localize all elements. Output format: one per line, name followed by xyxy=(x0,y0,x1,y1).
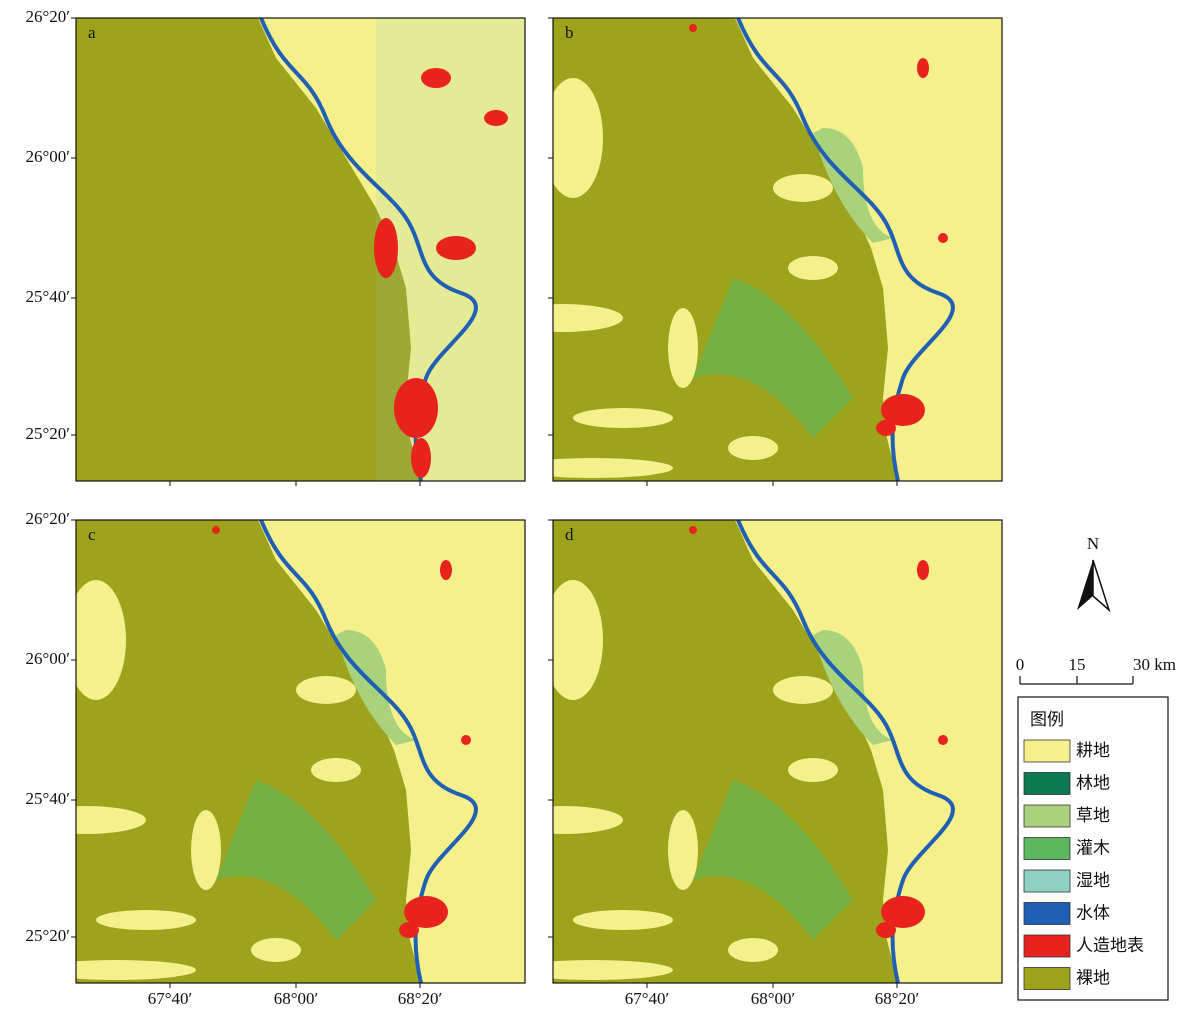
legend-title: 图例 xyxy=(1030,710,1064,729)
legend-swatch xyxy=(1024,935,1070,957)
legend-label: 灌木 xyxy=(1076,838,1110,857)
urban-area xyxy=(411,438,431,478)
farmland-patch xyxy=(668,810,698,890)
panel-label: b xyxy=(565,23,574,42)
map-panel xyxy=(76,18,525,481)
farmland-patch xyxy=(513,458,673,478)
farmland-patch xyxy=(788,256,838,280)
urban-area xyxy=(461,735,471,745)
farmland-patch xyxy=(66,580,126,700)
urban-area xyxy=(484,110,508,126)
lat-label: 25°20′ xyxy=(25,424,70,443)
lon-label: 68°00′ xyxy=(751,989,796,1008)
panel-label: c xyxy=(88,525,96,544)
urban-area xyxy=(440,560,452,580)
lat-label: 26°00′ xyxy=(25,147,70,166)
legend-label: 裸地 xyxy=(1076,968,1110,987)
legend-swatch xyxy=(1024,740,1070,762)
urban-area xyxy=(421,68,451,88)
legend-swatch xyxy=(1024,805,1070,827)
urban-area xyxy=(938,233,948,243)
legend-label: 湿地 xyxy=(1076,871,1110,890)
scale-label: 30 km xyxy=(1133,655,1176,674)
farmland-patch xyxy=(296,676,356,704)
farmland-patch xyxy=(573,910,673,930)
farmland-patch xyxy=(311,758,361,782)
legend-label: 林地 xyxy=(1076,773,1110,792)
legend-swatch xyxy=(1024,968,1070,990)
farmland-patch xyxy=(96,910,196,930)
farmland-patch xyxy=(788,758,838,782)
lat-label: 25°40′ xyxy=(25,287,70,306)
map-panel xyxy=(26,520,525,983)
urban-area xyxy=(938,735,948,745)
lon-label: 68°20′ xyxy=(875,989,920,1008)
farmland-patch xyxy=(36,960,196,980)
urban-area xyxy=(876,420,896,436)
farmland-patch xyxy=(573,408,673,428)
farmland-patch xyxy=(728,938,778,962)
urban-area xyxy=(917,58,929,78)
panel-label: d xyxy=(565,525,574,544)
farmland-patch xyxy=(668,308,698,388)
urban-area xyxy=(689,24,697,32)
north-arrow xyxy=(1077,560,1109,610)
legend-swatch xyxy=(1024,838,1070,860)
lat-label: 26°20′ xyxy=(25,509,70,528)
map-panel xyxy=(503,520,1002,983)
legend-label: 人造地表 xyxy=(1076,936,1144,955)
lat-label: 25°40′ xyxy=(25,789,70,808)
legend-label: 水体 xyxy=(1076,903,1110,922)
legend-swatch xyxy=(1024,903,1070,925)
scale-bar xyxy=(1020,676,1133,684)
farmland-patch xyxy=(513,960,673,980)
lat-label: 26°20′ xyxy=(25,7,70,26)
panel-label: a xyxy=(88,23,96,42)
lon-label: 68°20′ xyxy=(398,989,443,1008)
farmland-patch xyxy=(251,938,301,962)
farmland-patch xyxy=(191,810,221,890)
urban-area xyxy=(212,526,220,534)
lon-label: 68°00′ xyxy=(274,989,319,1008)
north-label: N xyxy=(1087,534,1099,553)
urban-area xyxy=(394,378,438,438)
urban-area xyxy=(876,922,896,938)
farmland-patch xyxy=(26,806,146,834)
lat-label: 25°20′ xyxy=(25,926,70,945)
legend-swatch xyxy=(1024,773,1070,795)
legend-label: 耕地 xyxy=(1076,741,1110,760)
lon-label: 67°40′ xyxy=(625,989,670,1008)
legend-label: 草地 xyxy=(1076,806,1110,825)
urban-area xyxy=(689,526,697,534)
scale-label: 15 xyxy=(1069,655,1086,674)
farmland-patch xyxy=(543,580,603,700)
urban-area xyxy=(917,560,929,580)
farmland-patch xyxy=(728,436,778,460)
scale-label: 0 xyxy=(1016,655,1025,674)
figure: N 0 15 30 km 图例 a 26°20′ 26°00′ 25°40′ 25°20… xyxy=(0,0,1187,1015)
map-panel xyxy=(503,18,1002,481)
lon-label: 67°40′ xyxy=(148,989,193,1008)
legend-swatch xyxy=(1024,870,1070,892)
farmland-patch xyxy=(773,174,833,202)
urban-area xyxy=(374,218,398,278)
urban-area xyxy=(399,922,419,938)
farmland-patch xyxy=(543,78,603,198)
urban-area xyxy=(436,236,476,260)
farmland-patch xyxy=(773,676,833,704)
lat-label: 26°00′ xyxy=(25,649,70,668)
